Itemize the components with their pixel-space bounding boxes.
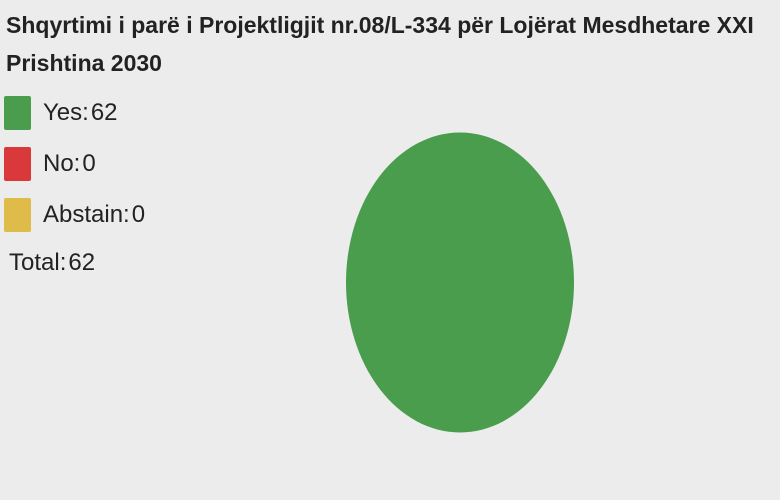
pie-chart	[346, 132, 574, 433]
total-count: Total:62	[9, 249, 95, 277]
legend-value-abstain: 0	[131, 201, 146, 228]
legend-value-yes: 62	[90, 99, 118, 126]
legend-swatch-abstain	[4, 198, 31, 232]
legend: Yes:62 No:0 Abstain:0	[4, 93, 264, 246]
total-label: Total:	[9, 249, 67, 276]
legend-text-no: No:0	[43, 150, 96, 178]
legend-text-abstain: Abstain:0	[43, 201, 145, 229]
legend-value-no: 0	[82, 150, 96, 177]
legend-label-no: No:	[43, 150, 81, 177]
chart-title: Shqyrtimi i parë i Projektligjit nr.08/L…	[6, 6, 766, 82]
legend-item-abstain: Abstain:0	[4, 195, 264, 235]
legend-swatch-yes	[4, 96, 31, 130]
chart-title-line-1: Shqyrtimi i parë i Projektligjit nr.08/L…	[6, 12, 754, 38]
total-value: 62	[68, 249, 96, 276]
legend-label-yes: Yes:	[43, 99, 89, 126]
chart-title-line-2: Prishtina 2030	[6, 50, 162, 76]
pie-slice-yes	[346, 132, 574, 433]
legend-item-no: No:0	[4, 144, 264, 184]
legend-swatch-no	[4, 147, 31, 181]
legend-item-yes: Yes:62	[4, 93, 264, 133]
legend-text-yes: Yes:62	[43, 99, 118, 127]
legend-label-abstain: Abstain:	[43, 201, 130, 228]
